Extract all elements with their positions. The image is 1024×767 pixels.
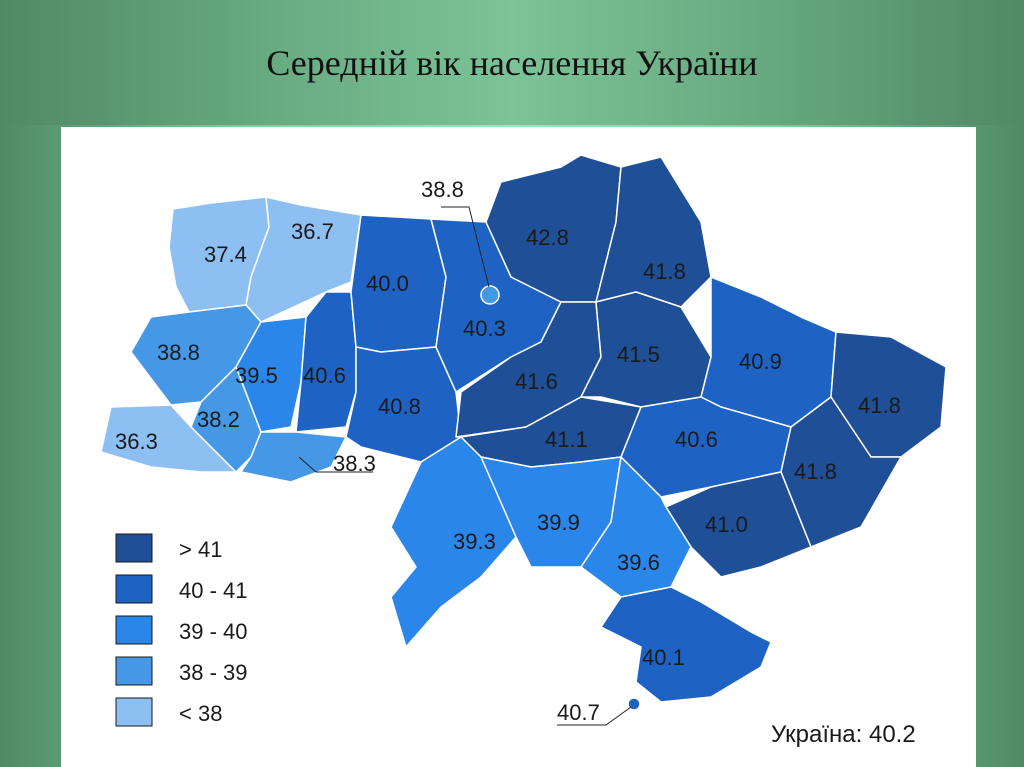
value-chernihiv: 42.8 [526,225,569,250]
region-kyiv-city [480,285,500,305]
slide-title: Середній вік населення України [266,43,758,83]
ukraine-map: 37.4 36.7 38.8 39.5 40.6 38.2 36.3 38.3 … [100,154,947,748]
value-zhytomyr: 40.0 [366,271,409,296]
value-kyiv-oblast: 40.3 [463,316,506,341]
value-zaporizhzhia: 41.0 [705,512,748,537]
legend-swatch-40-41 [115,574,153,604]
value-kirovohrad: 41.1 [545,427,588,452]
value-luhansk: 41.8 [858,393,901,418]
legend-swatch-38-39 [115,656,153,686]
legend-label-gt41: > 41 [179,537,222,562]
value-mykolaiv: 39.9 [537,510,580,535]
value-kharkiv: 40.9 [739,349,782,374]
value-odesa: 39.3 [453,529,496,554]
value-ternopil: 39.5 [235,363,278,388]
map-panel: 37.4 36.7 38.8 39.5 40.6 38.2 36.3 38.3 … [61,127,976,767]
value-khmelnytskyi: 40.6 [303,363,346,388]
legend-swatch-lt38 [115,697,153,727]
value-lviv: 38.8 [157,340,200,365]
value-zakarpattia: 36.3 [115,429,158,454]
value-donetsk: 41.8 [794,459,837,484]
value-volyn: 37.4 [204,242,247,267]
legend-label-38-39: 38 - 39 [179,660,248,685]
region-khmelnytskyi [295,291,357,433]
value-rivne: 36.7 [291,219,334,244]
value-poltava: 41.5 [617,342,660,367]
legend-swatch-gt41 [115,533,153,563]
legend-label-40-41: 40 - 41 [179,578,248,603]
kyiv-leader-line [441,206,490,288]
legend-swatch-39-40 [115,615,153,645]
legend: > 41 40 - 41 39 - 40 38 - 39 < 38 [115,533,248,727]
region-crimea [600,586,772,703]
value-crimea: 40.1 [642,645,685,670]
value-chernivtsi: 38.3 [333,451,376,476]
chernivtsi-leader-line [298,456,373,473]
legend-label-lt38: < 38 [179,701,222,726]
value-dnipropetrovsk: 40.6 [675,427,718,452]
sevastopol-leader-line [557,706,632,726]
value-kyiv-city: 38.8 [421,177,464,202]
value-sumy: 41.8 [643,259,686,284]
value-ivano-frankivsk: 38.2 [197,407,240,432]
region-chernivtsi [240,431,347,483]
ukraine-total: Україна: 40.2 [771,721,916,748]
region-rivne [245,196,362,323]
value-sevastopol: 40.7 [557,700,600,725]
value-cherkasy: 41.6 [515,369,558,394]
legend-label-39-40: 39 - 40 [179,619,248,644]
value-vinnytsia: 40.8 [378,394,421,419]
value-kherson: 39.6 [617,550,660,575]
region-zakarpattia [100,404,237,473]
header-band [0,0,1024,125]
